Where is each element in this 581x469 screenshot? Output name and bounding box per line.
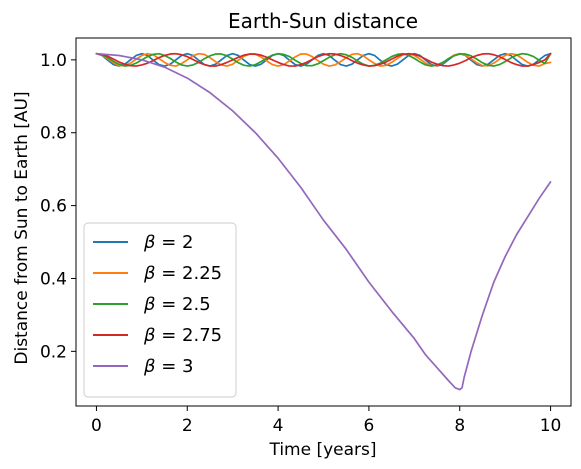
axes: 0 2 4 6 8 10 0.2 0.4 0.6 0.8 1.0 bbox=[40, 37, 572, 436]
y-tick-label: 0.8 bbox=[40, 124, 67, 144]
y-tick-label: 0.4 bbox=[40, 269, 67, 289]
x-tick-label: 6 bbox=[363, 416, 374, 436]
chart-title: Earth-Sun distance bbox=[228, 9, 418, 33]
plot-area bbox=[95, 52, 552, 391]
y-tick-label: 1.0 bbox=[40, 51, 67, 71]
legend-label-4: β = 2.75 bbox=[143, 325, 222, 346]
x-tick-label: 4 bbox=[273, 416, 284, 436]
x-tick-label: 2 bbox=[182, 416, 193, 436]
legend-label-5: β = 3 bbox=[143, 356, 193, 377]
series-line-5 bbox=[95, 52, 552, 391]
x-tick-label: 0 bbox=[91, 416, 102, 436]
legend-label-2: β = 2.25 bbox=[143, 263, 222, 284]
x-tick-label: 10 bbox=[540, 416, 562, 436]
series-line-2 bbox=[95, 52, 552, 67]
series-line-1 bbox=[95, 52, 552, 67]
legend-label-3: β = 2.5 bbox=[143, 294, 211, 315]
series-line-3 bbox=[95, 52, 552, 67]
axes-frame bbox=[75, 37, 572, 407]
x-axis-label: Time [years] bbox=[268, 440, 376, 460]
legend-label-1: β = 2 bbox=[143, 232, 193, 253]
y-axis-label: Distance from Sun to Earth [AU] bbox=[12, 91, 32, 364]
series-lines bbox=[95, 52, 552, 391]
y-tick-label: 0.2 bbox=[40, 342, 67, 362]
legend: β = 2 β = 2.25 β = 2.5 β = 2.75 β = 3 bbox=[83, 222, 237, 398]
x-tick-label: 8 bbox=[454, 416, 465, 436]
legend-box bbox=[83, 222, 237, 398]
y-tick-label: 0.6 bbox=[40, 197, 67, 217]
series-line-4 bbox=[95, 52, 552, 67]
